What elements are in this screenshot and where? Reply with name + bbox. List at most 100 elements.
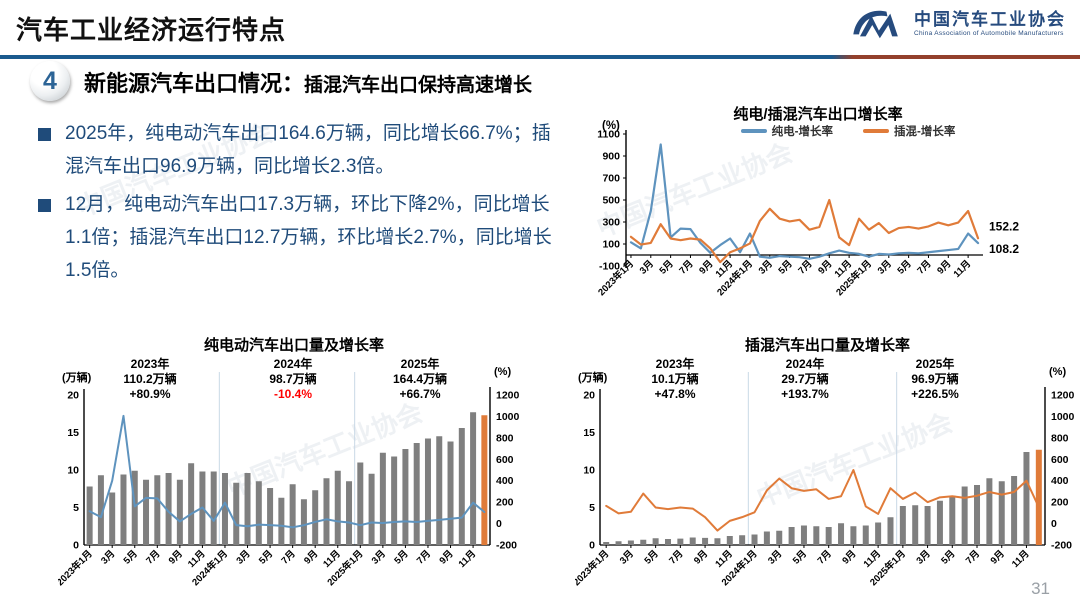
svg-text:9月: 9月 bbox=[302, 548, 320, 566]
cama-logo-icon bbox=[853, 10, 898, 39]
svg-text:1000: 1000 bbox=[496, 411, 520, 423]
svg-text:29.7万辆: 29.7万辆 bbox=[781, 371, 828, 386]
svg-text:+47.8%: +47.8% bbox=[654, 387, 695, 401]
bev-chart-canvas: 20 15 10 5 0 1200 1000 800 600 400 200 0 -200 (万辆) (%)… bbox=[58, 356, 520, 589]
legend-swatch bbox=[863, 129, 889, 133]
svg-text:+226.5%: +226.5% bbox=[911, 387, 959, 401]
svg-text:400: 400 bbox=[1051, 475, 1069, 487]
svg-text:2024年: 2024年 bbox=[274, 356, 313, 371]
svg-text:1200: 1200 bbox=[1051, 390, 1075, 402]
svg-text:9月: 9月 bbox=[816, 258, 834, 276]
svg-text:0: 0 bbox=[496, 518, 502, 530]
svg-text:5月: 5月 bbox=[122, 548, 140, 566]
svg-text:-100: -100 bbox=[599, 261, 620, 273]
svg-text:7月: 7月 bbox=[280, 548, 298, 566]
page-number: 31 bbox=[1031, 579, 1050, 598]
svg-text:2023年: 2023年 bbox=[131, 356, 170, 371]
svg-text:7月: 7月 bbox=[415, 548, 433, 566]
svg-text:500: 500 bbox=[602, 195, 620, 207]
svg-text:0: 0 bbox=[589, 540, 595, 552]
phev-chart-canvas: 20 15 10 5 0 1200 1000 800 600 400 200 0 -200 (万辆) (%)… bbox=[575, 356, 1075, 589]
chart-phev-title: 插混汽车出口量及增长率 bbox=[744, 337, 910, 354]
svg-text:9月: 9月 bbox=[697, 258, 715, 276]
bullet-square-icon bbox=[38, 199, 51, 213]
svg-text:9月: 9月 bbox=[437, 548, 455, 566]
svg-text:5月: 5月 bbox=[777, 258, 795, 276]
svg-text:3月: 3月 bbox=[876, 258, 894, 276]
section-title: 新能源汽车出口情况： bbox=[84, 71, 305, 96]
svg-text:20: 20 bbox=[583, 390, 595, 402]
svg-text:9月: 9月 bbox=[989, 548, 1007, 566]
bullet-list: 2025年，纯电动汽车出口164.6万辆，同比增长66.7%；插混汽车出口96.… bbox=[38, 118, 554, 293]
chart-phev-export: 插混汽车出口量及增长率 20 15 10 5 0 1200 1000 800 600 400 200… bbox=[575, 334, 1080, 606]
svg-text:2025年: 2025年 bbox=[401, 356, 440, 371]
svg-text:5月: 5月 bbox=[643, 548, 661, 566]
svg-text:900: 900 bbox=[602, 151, 620, 163]
svg-text:800: 800 bbox=[496, 432, 514, 444]
svg-text:(万辆): (万辆) bbox=[62, 370, 92, 384]
svg-text:3月: 3月 bbox=[766, 548, 784, 566]
svg-text:600: 600 bbox=[1051, 454, 1069, 466]
bullet-text: 12月，纯电动汽车出口17.3万辆，环比下降2%，同比增长1.1倍；插混汽车出口… bbox=[65, 194, 552, 281]
svg-text:2025年: 2025年 bbox=[916, 356, 955, 371]
svg-text:(%): (%) bbox=[1049, 366, 1066, 378]
svg-text:1000: 1000 bbox=[1051, 411, 1075, 423]
logo-name-cn: 中国汽车工业协会 bbox=[914, 10, 1066, 30]
svg-text:10.1万辆: 10.1万辆 bbox=[651, 371, 698, 386]
svg-text:5: 5 bbox=[589, 502, 595, 514]
svg-text:110.2万辆: 110.2万辆 bbox=[123, 371, 176, 386]
chart-bev-title: 纯电动汽车出口量及增长率 bbox=[203, 337, 384, 354]
svg-text:2023年1月: 2023年1月 bbox=[58, 548, 95, 589]
section-number-badge: 4 bbox=[30, 61, 70, 101]
svg-text:3月: 3月 bbox=[234, 548, 252, 566]
svg-text:3月: 3月 bbox=[370, 548, 388, 566]
svg-text:96.9万辆: 96.9万辆 bbox=[911, 371, 958, 386]
svg-text:11月: 11月 bbox=[862, 548, 884, 570]
svg-text:-200: -200 bbox=[496, 540, 517, 552]
svg-text:3月: 3月 bbox=[914, 548, 932, 566]
svg-text:(万辆): (万辆) bbox=[578, 370, 608, 384]
svg-text:7月: 7月 bbox=[816, 548, 834, 566]
svg-text:5: 5 bbox=[73, 502, 79, 514]
svg-text:108.2: 108.2 bbox=[989, 242, 1019, 256]
svg-text:5月: 5月 bbox=[658, 258, 676, 276]
section-number: 4 bbox=[43, 66, 57, 95]
svg-text:300: 300 bbox=[602, 217, 620, 229]
bullet-text: 2025年，纯电动汽车出口164.6万辆，同比增长66.7%；插混汽车出口96.… bbox=[65, 123, 551, 177]
y-axis-unit: (%) bbox=[602, 120, 620, 132]
logo-name-en: China Association of Automobile Manufact… bbox=[914, 29, 1064, 37]
svg-text:2023年1月: 2023年1月 bbox=[575, 548, 611, 589]
chart-growth-title: 纯电/插混汽车出口增长率 bbox=[733, 106, 903, 123]
svg-text:800: 800 bbox=[1051, 432, 1069, 444]
chart-bev-export: 纯电动汽车出口量及增长率 20 15 10 5 0 1200 1000 800 600 400 20… bbox=[58, 334, 530, 606]
svg-text:3月: 3月 bbox=[757, 258, 775, 276]
svg-text:+66.7%: +66.7% bbox=[399, 387, 440, 401]
svg-text:1200: 1200 bbox=[496, 390, 520, 402]
svg-text:-10.4%: -10.4% bbox=[274, 387, 312, 401]
svg-text:1100: 1100 bbox=[597, 129, 620, 141]
svg-text:11月: 11月 bbox=[457, 548, 479, 570]
svg-text:-200: -200 bbox=[1051, 540, 1072, 552]
svg-text:98.7万辆: 98.7万辆 bbox=[269, 371, 316, 386]
header-rule bbox=[0, 55, 1080, 59]
bullet-square-icon bbox=[38, 128, 51, 141]
svg-text:2024年: 2024年 bbox=[786, 356, 825, 371]
svg-text:5月: 5月 bbox=[939, 548, 957, 566]
svg-text:200: 200 bbox=[496, 497, 514, 509]
svg-text:7月: 7月 bbox=[915, 258, 933, 276]
section-subtitle: 插混汽车出口保持高速增长 bbox=[304, 75, 533, 96]
svg-text:9月: 9月 bbox=[935, 258, 953, 276]
svg-text:3月: 3月 bbox=[638, 258, 656, 276]
svg-text:152.2: 152.2 bbox=[989, 219, 1019, 233]
svg-text:7月: 7月 bbox=[796, 258, 814, 276]
svg-text:10: 10 bbox=[583, 465, 595, 477]
svg-text:5月: 5月 bbox=[392, 548, 410, 566]
svg-text:0: 0 bbox=[1051, 518, 1057, 530]
svg-text:100: 100 bbox=[602, 239, 620, 251]
svg-text:20: 20 bbox=[67, 390, 79, 402]
svg-text:+80.9%: +80.9% bbox=[129, 387, 170, 401]
svg-text:11月: 11月 bbox=[713, 548, 735, 570]
svg-text:10: 10 bbox=[67, 465, 79, 477]
svg-text:9月: 9月 bbox=[692, 548, 710, 566]
